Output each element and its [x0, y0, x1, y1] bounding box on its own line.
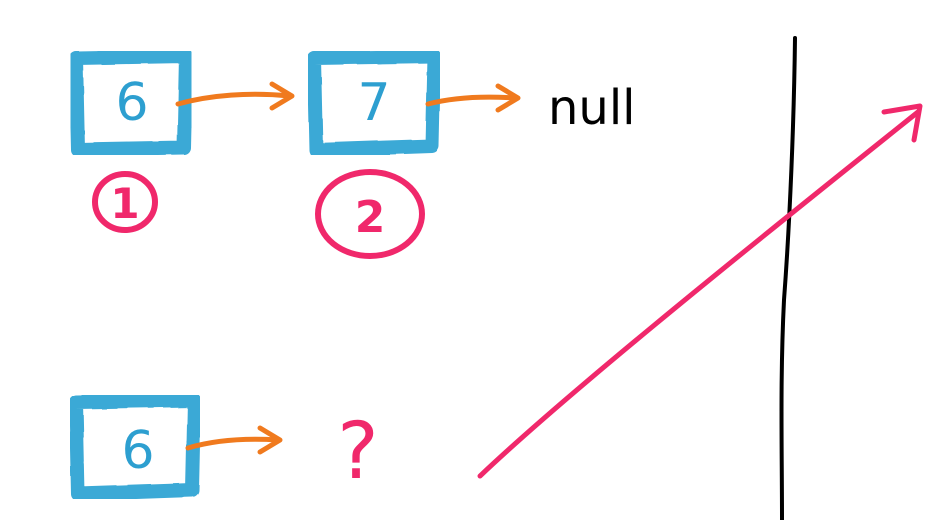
pointer-arrow-2	[428, 86, 518, 110]
step-marker-2: 2	[318, 172, 422, 256]
node-value-3: 6	[121, 421, 154, 481]
step-marker-1: 1	[95, 174, 155, 230]
step-marker-1-label: 1	[110, 179, 139, 228]
null-label: null	[548, 80, 636, 136]
pointer-arrow-3	[188, 428, 280, 452]
node-value-1: 6	[115, 73, 148, 133]
node-value-2: 7	[357, 73, 390, 133]
list-node-1: 6	[76, 56, 186, 150]
unknown-target-label: ?	[337, 407, 378, 497]
transition-arrow	[480, 106, 920, 476]
list-node-3: 6	[76, 400, 194, 494]
list-node-2: 7	[314, 56, 434, 150]
step-marker-2-label: 2	[355, 192, 386, 243]
divider-line	[782, 38, 796, 520]
pointer-arrow-1	[178, 84, 292, 108]
